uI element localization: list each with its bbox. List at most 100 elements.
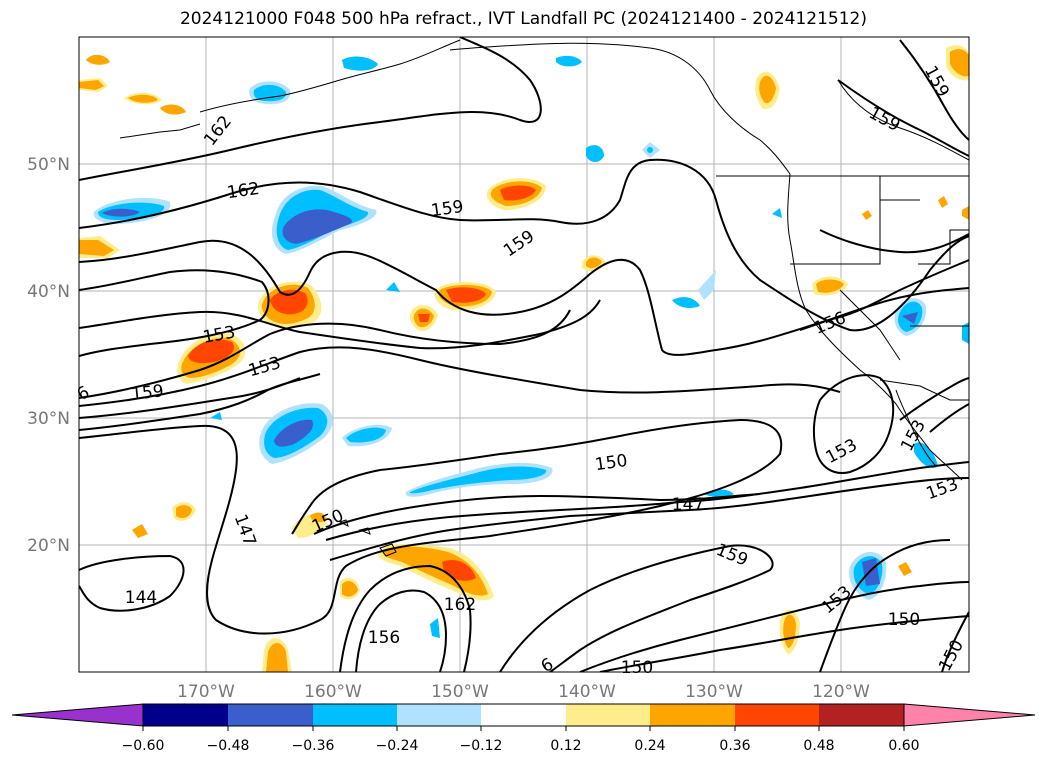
aleutian-chain <box>119 123 201 139</box>
contour-label: 150 <box>888 610 920 630</box>
contour-label: 159 <box>130 381 164 404</box>
colorbar-bin <box>650 704 735 726</box>
shade-blob <box>586 145 604 162</box>
shade-blob <box>79 80 104 90</box>
shade-blob <box>446 287 486 303</box>
shade-blob <box>586 257 602 269</box>
contour-label: 150 <box>621 658 653 678</box>
contour-line <box>325 461 969 541</box>
colorbar-tick-label: −0.48 <box>207 738 250 754</box>
map-title: 2024121000 F048 500 hPa refract., IVT La… <box>179 9 867 29</box>
shade-blob <box>266 643 288 672</box>
shade-blob <box>386 282 400 292</box>
colorbar-tick-label: 0.24 <box>634 738 665 754</box>
contour-line <box>79 346 841 407</box>
shade-blob <box>176 505 192 518</box>
contour-label: 162 <box>226 179 261 203</box>
colorbar-tick-label: −0.12 <box>460 738 503 754</box>
shade-blob <box>160 104 186 115</box>
shade-blob <box>938 196 948 208</box>
contour-line <box>837 79 969 157</box>
colorbar-tick-label: 0.36 <box>719 738 750 754</box>
lon-label-120w: 120°W <box>812 682 870 702</box>
shade-blob <box>310 512 326 523</box>
shade-blob <box>902 312 918 324</box>
shade-blob <box>862 210 872 220</box>
colorbar-bin <box>735 704 819 726</box>
shade-blob <box>430 618 440 638</box>
state-border <box>879 176 920 201</box>
contour-line <box>819 539 951 672</box>
colorbar-tick-label: −0.36 <box>292 738 335 754</box>
west-coast <box>787 173 963 481</box>
map-frame <box>78 36 970 673</box>
colorbar-bin <box>819 704 904 726</box>
shade-blob <box>253 84 287 102</box>
contour-line <box>499 544 774 672</box>
hawaii-island <box>379 543 397 557</box>
contour-line <box>313 493 761 535</box>
shade-blob <box>409 466 547 494</box>
shade-blob <box>342 581 358 597</box>
shaded-regions <box>79 45 969 672</box>
shade-blob <box>698 270 716 300</box>
contour-line <box>599 615 969 672</box>
shade-blob <box>418 314 430 322</box>
colorbar-bin <box>481 704 566 726</box>
contour-line <box>799 287 969 331</box>
shade-blob <box>772 208 782 218</box>
lon-label-170w: 170°W <box>177 682 235 702</box>
colorbar-bin <box>228 704 313 726</box>
contour-line <box>79 373 321 431</box>
colorbar-frame <box>142 703 905 727</box>
colorbar-ticks <box>142 726 905 731</box>
colorbar: −0.60 −0.48 −0.36 −0.24 −0.12 0.12 0.24 … <box>11 703 1036 754</box>
lon-label-140w: 140°W <box>558 682 616 702</box>
latitude-labels: 50°N 40°N 30°N 20°N <box>27 155 70 556</box>
contour-line <box>79 299 601 350</box>
lat-label-20n: 20°N <box>27 536 70 556</box>
colorbar-tick-label: 0.60 <box>888 738 919 754</box>
gulf-of-alaska-coast <box>449 42 791 175</box>
shade-blob <box>210 412 222 420</box>
colorbar-bin <box>566 704 650 726</box>
shade-blob <box>950 49 969 77</box>
shade-blob <box>188 339 234 364</box>
contour-line <box>79 269 270 357</box>
shade-blob <box>128 94 158 103</box>
contour-line <box>339 564 472 672</box>
baja-coast <box>895 389 937 467</box>
contour-line <box>579 581 969 672</box>
lat-label-50n: 50°N <box>27 155 70 175</box>
shade-blob <box>382 546 488 596</box>
contour-line <box>291 419 741 535</box>
colorbar-bin <box>313 704 397 726</box>
hawaii-island <box>338 519 349 527</box>
colorbar-under-arrow <box>11 703 144 727</box>
alaska-peninsula-coast <box>199 39 461 113</box>
shade-blob <box>962 206 969 220</box>
shade-blob <box>270 289 308 315</box>
colorbar-tick-label: −0.24 <box>376 738 419 754</box>
shade-blob <box>346 427 386 443</box>
islands <box>338 519 397 557</box>
shade-blob <box>962 322 969 344</box>
shade-blob <box>132 524 148 538</box>
contour-line <box>819 229 969 254</box>
shade-blob <box>282 209 353 244</box>
contour-line <box>329 477 969 561</box>
colorbar-tick-label: 0.12 <box>550 738 581 754</box>
contour-label: 156 <box>368 628 400 648</box>
colorbar-bin <box>397 704 481 726</box>
shade-blob <box>86 54 110 65</box>
contour-line <box>929 403 969 433</box>
contour-line <box>355 589 448 672</box>
contour-line <box>79 37 542 181</box>
shade-blob <box>647 147 653 153</box>
contour-line <box>79 309 571 399</box>
contours <box>79 37 969 672</box>
lon-label-150w: 150°W <box>431 682 489 702</box>
contour-line <box>79 419 783 635</box>
lon-label-130w: 130°W <box>685 682 743 702</box>
